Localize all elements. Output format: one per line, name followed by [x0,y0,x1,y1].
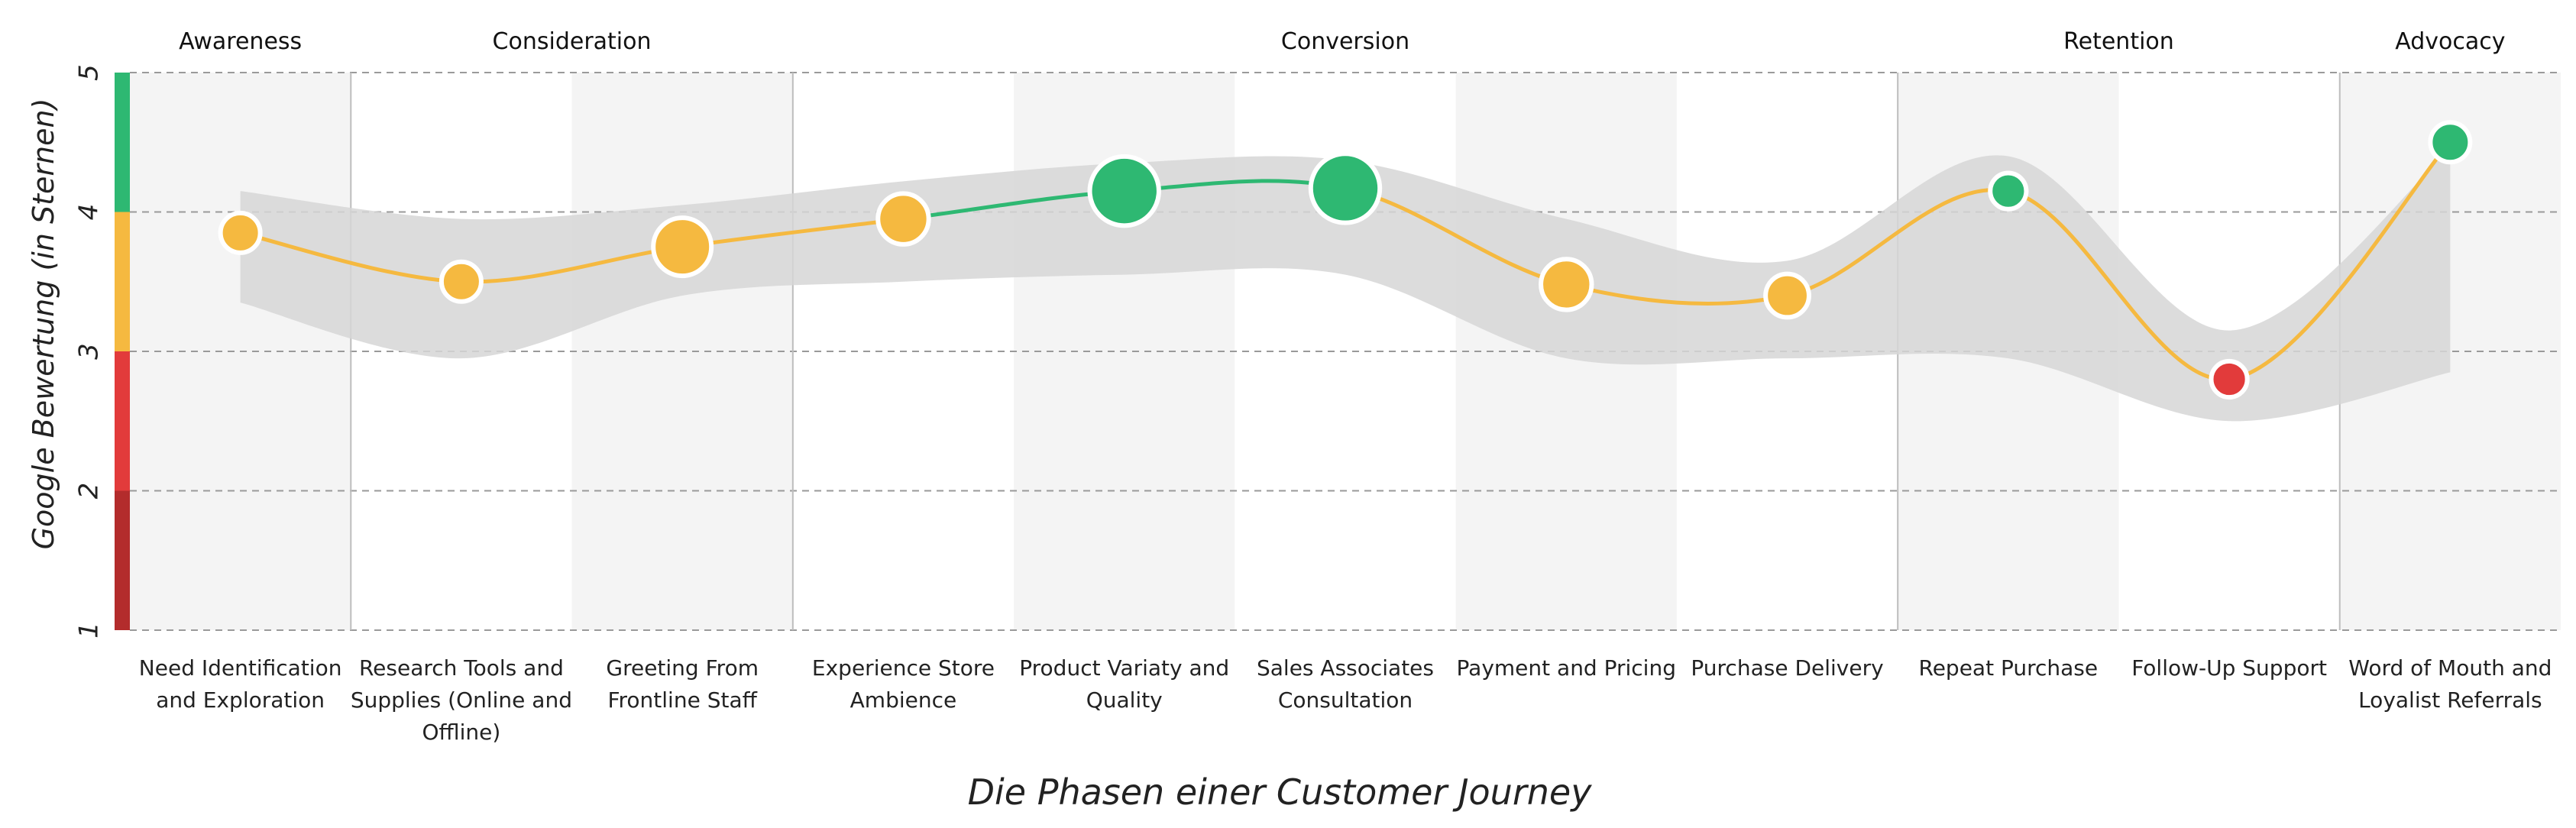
rating-color-segment [115,490,130,630]
line-segment [2228,141,2452,381]
phase-labels: Awareness Consideration Conversion Retentio… [179,28,2505,55]
y-tick-label: 5 [74,64,105,81]
category-label: Greeting From Frontline Staff [606,655,759,713]
phase-label: Retention [2063,28,2174,55]
category-labels: Need Identification and ExplorationResear… [139,655,2552,745]
data-point [1539,257,1594,312]
category-label: Word of Mouth and Loyalist Referrals [2348,655,2552,713]
category-label: Experience Store Ambience [812,655,995,713]
confidence-band-area [240,149,2451,422]
y-tick-label: 3 [74,343,105,360]
line-segment [2008,189,2230,382]
confidence-band [240,149,2451,422]
x-axis-title: Die Phasen einer Customer Journey [968,771,1593,813]
data-point [651,215,714,279]
data-point [1087,154,1161,228]
data-point [1763,271,1811,320]
y-tick-labels: 1 2 3 4 5 [74,64,105,639]
rating-color-segment [115,212,130,351]
rating-color-bar [115,73,130,630]
phase-label: Consideration [493,28,652,55]
category-label: Product Variaty and Quality [1019,655,1229,713]
y-tick-label: 4 [74,204,105,221]
category-label: Sales Associates Consultation [1257,655,1434,713]
data-point [1988,170,2029,212]
data-points [218,120,2473,400]
line-segment [1565,282,1788,306]
category-label: Payment and Pricing [1457,655,1676,681]
phase-label: Conversion [1281,28,1409,55]
data-point [439,259,484,304]
category-label: Purchase Delivery [1691,655,1883,681]
y-tick-label: 2 [74,483,105,500]
data-point [218,210,263,255]
data-point [875,191,931,247]
category-label: Follow-Up Support [2131,655,2327,681]
y-tick-label: 1 [74,622,105,639]
category-label: Need Identification and Exploration [139,655,342,713]
phase-label: Advocacy [2395,28,2505,55]
data-point [2428,120,2473,165]
rating-color-segment [115,351,130,491]
data-point [1308,151,1383,225]
phase-label: Awareness [179,28,302,55]
line-segment [1787,188,2009,298]
y-axis-title: Google Bewertung (in Sternen) [27,99,60,550]
data-point [2209,358,2250,400]
category-label: Research Tools and Supplies (Online and Of… [351,655,572,745]
category-label: Repeat Purchase [1919,655,2099,681]
rating-color-segment [115,73,130,212]
